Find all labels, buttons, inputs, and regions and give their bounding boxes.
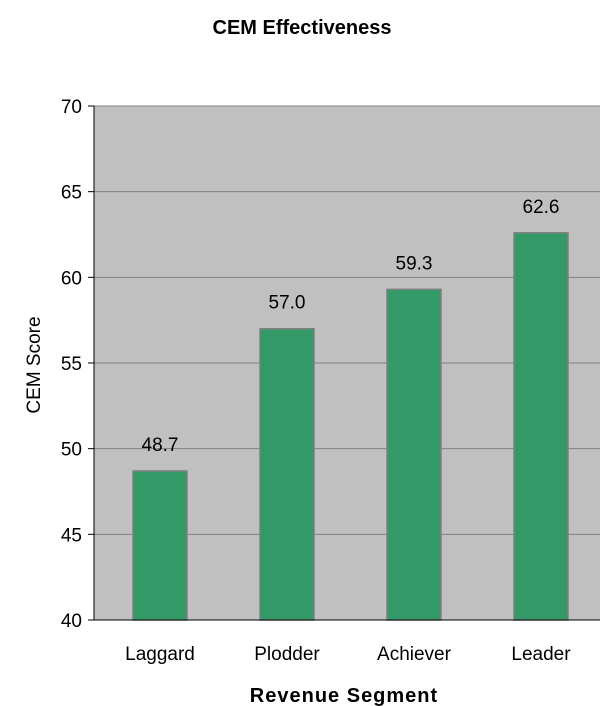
data-labels: 48.7 57.0 59.3 62.6 [142, 197, 560, 456]
plot-area: 40 45 50 55 60 65 70 Laggard Plodder Achiever Lea… [61, 97, 600, 665]
x-axis-ticks: Laggard Plodder Achiever Leader [125, 644, 571, 665]
x-axis-label: Revenue Segment [250, 685, 438, 706]
y-axis-ticks: 40 45 50 55 60 65 70 [61, 97, 94, 632]
bar-leader [513, 232, 569, 621]
data-label-laggard: 48.7 [142, 435, 179, 456]
y-tick-label: 50 [61, 440, 82, 461]
y-tick-label: 65 [61, 183, 82, 204]
data-label-achiever: 59.3 [396, 253, 433, 274]
bar-achiever [386, 288, 442, 621]
x-tick-label-laggard: Laggard [125, 644, 195, 665]
y-tick-label: 45 [61, 525, 82, 546]
x-tick-label-plodder: Plodder [254, 644, 320, 665]
y-tick-label: 55 [61, 354, 82, 375]
data-label-leader: 62.6 [523, 197, 560, 218]
bars [132, 232, 569, 621]
chart-title: CEM Effectiveness [213, 17, 392, 39]
bar-laggard [132, 470, 188, 621]
bar-plodder [259, 327, 315, 621]
x-tick-label-leader: Leader [511, 644, 571, 665]
y-tick-label: 60 [61, 268, 82, 289]
y-axis-label: CEM Score [24, 316, 45, 413]
x-tick-label-achiever: Achiever [377, 644, 452, 665]
y-tick-label: 70 [61, 97, 82, 118]
data-label-plodder: 57.0 [269, 293, 306, 314]
y-tick-label: 40 [61, 611, 82, 632]
